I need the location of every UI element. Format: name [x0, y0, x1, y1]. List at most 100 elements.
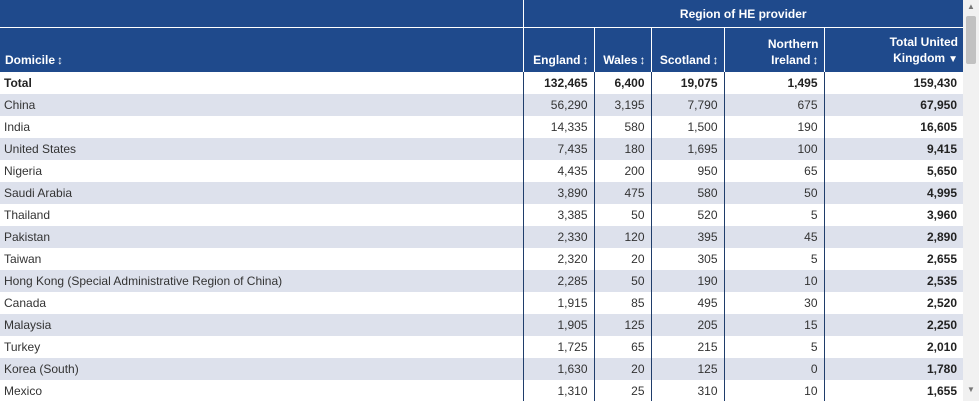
- table-row: Canada 1,915 85 495 30 2,520: [0, 292, 963, 314]
- row-domicile: Korea (South): [0, 358, 524, 380]
- sort-icon[interactable]: ↕: [812, 53, 819, 67]
- cell-wales: 85: [594, 292, 652, 314]
- cell-total-uk: 2,890: [824, 226, 963, 248]
- cell-total-uk: 2,520: [926, 296, 957, 310]
- cell-northern-ireland: 190: [724, 116, 825, 138]
- cell-wales: 3,195: [594, 94, 652, 116]
- table-row: China 56,290 3,195 7,790 675 67,950: [0, 94, 963, 116]
- cell-total-uk: 67,950: [824, 94, 963, 116]
- row-domicile: India: [0, 116, 524, 138]
- table-row: India 14,335 580 1,500 190 16,605: [0, 116, 963, 138]
- row-domicile: Thailand: [0, 204, 524, 226]
- cell-scotland: 310: [651, 380, 725, 401]
- scroll-up-icon[interactable]: ▲: [967, 2, 975, 11]
- cell-wales: 475: [594, 182, 652, 204]
- cell-northern-ireland: 10: [724, 380, 825, 401]
- cell-wales: 65: [594, 336, 652, 358]
- column-header-domicile[interactable]: Domicile ↕: [0, 27, 524, 72]
- sort-icon[interactable]: ↕: [712, 53, 719, 67]
- row-domicile: Canada: [0, 292, 524, 314]
- table-row: United States 7,435 180 1,695 100 9,415: [0, 138, 963, 160]
- cell-scotland: 950: [651, 160, 725, 182]
- cell-england: 3,385: [523, 204, 595, 226]
- table-row: Hong Kong (Special Administrative Region…: [0, 270, 963, 292]
- cell-total-uk: 4,995: [824, 182, 963, 204]
- column-header-england[interactable]: England ↕: [523, 27, 595, 72]
- cell-england: 1,915: [523, 292, 595, 314]
- cell-scotland: 7,790: [651, 94, 725, 116]
- table-row: Thailand 3,385 50 520 5 3,960: [0, 204, 963, 226]
- cell-total-uk: 1,780: [824, 358, 963, 380]
- vertical-scrollbar[interactable]: ▲ ▼: [963, 0, 979, 401]
- cell-wales: 6,400: [594, 72, 652, 94]
- sort-icon[interactable]: ↕: [57, 53, 64, 67]
- cell-scotland: 1,695: [651, 138, 725, 160]
- column-header-northern-ireland[interactable]: Northern Ireland ↕: [724, 27, 825, 72]
- row-domicile: Mexico: [0, 380, 524, 401]
- row-domicile: China: [0, 94, 524, 116]
- cell-total-uk: 159,430: [913, 76, 957, 90]
- sort-desc-icon[interactable]: ▼: [948, 54, 958, 65]
- cell-northern-ireland: 15: [724, 314, 825, 336]
- cell-wales: 580: [594, 116, 652, 138]
- cell-northern-ireland: 0: [724, 358, 825, 380]
- column-label: Northern: [767, 37, 819, 51]
- row-domicile: Saudi Arabia: [0, 182, 524, 204]
- cell-scotland: 395: [651, 226, 725, 248]
- cell-wales: 200: [594, 160, 652, 182]
- row-domicile: Nigeria: [0, 160, 524, 182]
- cell-northern-ireland: 50: [724, 182, 825, 204]
- cell-scotland: 520: [651, 204, 725, 226]
- scroll-down-icon[interactable]: ▼: [967, 385, 975, 394]
- sort-icon[interactable]: ↕: [582, 53, 589, 67]
- cell-wales: 180: [594, 138, 652, 160]
- column-label: Wales: [603, 53, 638, 67]
- cell-scotland: 305: [651, 248, 725, 270]
- cell-northern-ireland: 10: [724, 270, 825, 292]
- cell-total-uk: 16,605: [920, 120, 957, 134]
- cell-wales: 25: [594, 380, 652, 401]
- cell-scotland: 125: [651, 358, 725, 380]
- table-row: Mexico 1,310 25 310 10 1,655: [0, 380, 963, 401]
- column-label: England: [533, 53, 581, 67]
- cell-wales: 50: [594, 270, 652, 292]
- scrollbar-thumb[interactable]: [966, 16, 976, 64]
- cell-england: 1,630: [523, 358, 595, 380]
- cell-total-uk: 2,535: [824, 270, 963, 292]
- cell-total-uk: 5,650: [926, 164, 957, 178]
- cell-northern-ireland: 5: [724, 204, 825, 226]
- cell-scotland: 580: [651, 182, 725, 204]
- column-label: Kingdom: [893, 51, 946, 65]
- region-header: Region of HE provider: [523, 0, 963, 28]
- column-label: Total United: [889, 35, 958, 49]
- column-header-wales[interactable]: Wales ↕: [594, 27, 652, 72]
- cell-england: 14,335: [523, 116, 595, 138]
- row-domicile: Pakistan: [0, 226, 524, 248]
- table-row: Malaysia 1,905 125 205 15 2,250: [0, 314, 963, 336]
- cell-england: 2,330: [523, 226, 595, 248]
- table-row: Pakistan 2,330 120 395 45 2,890: [0, 226, 963, 248]
- cell-england: 3,890: [523, 182, 595, 204]
- cell-scotland: 495: [651, 292, 725, 314]
- row-domicile: Malaysia: [0, 314, 524, 336]
- column-header-total-uk[interactable]: Total United Kingdom ▼: [824, 27, 963, 72]
- cell-northern-ireland: 1,495: [724, 72, 825, 94]
- cell-england: 2,320: [523, 248, 595, 270]
- cell-england: 1,310: [523, 380, 595, 401]
- column-label: Domicile: [5, 53, 56, 67]
- sort-icon[interactable]: ↕: [639, 53, 646, 67]
- cell-scotland: 215: [651, 336, 725, 358]
- table-row-total: Total 132,465 6,400 19,075 1,495 159,430: [0, 72, 963, 94]
- cell-total-uk: 2,250: [824, 314, 963, 336]
- table-row: Taiwan 2,320 20 305 5 2,655: [0, 248, 963, 270]
- cell-northern-ireland: 100: [724, 138, 825, 160]
- column-label: Scotland: [659, 53, 711, 67]
- row-domicile: Turkey: [0, 336, 524, 358]
- column-label: Ireland: [771, 53, 811, 67]
- cell-northern-ireland: 45: [724, 226, 825, 248]
- table-row: Turkey 1,725 65 215 5 2,010: [0, 336, 963, 358]
- column-header-scotland[interactable]: Scotland ↕: [651, 27, 725, 72]
- cell-total-uk: 9,415: [824, 138, 963, 160]
